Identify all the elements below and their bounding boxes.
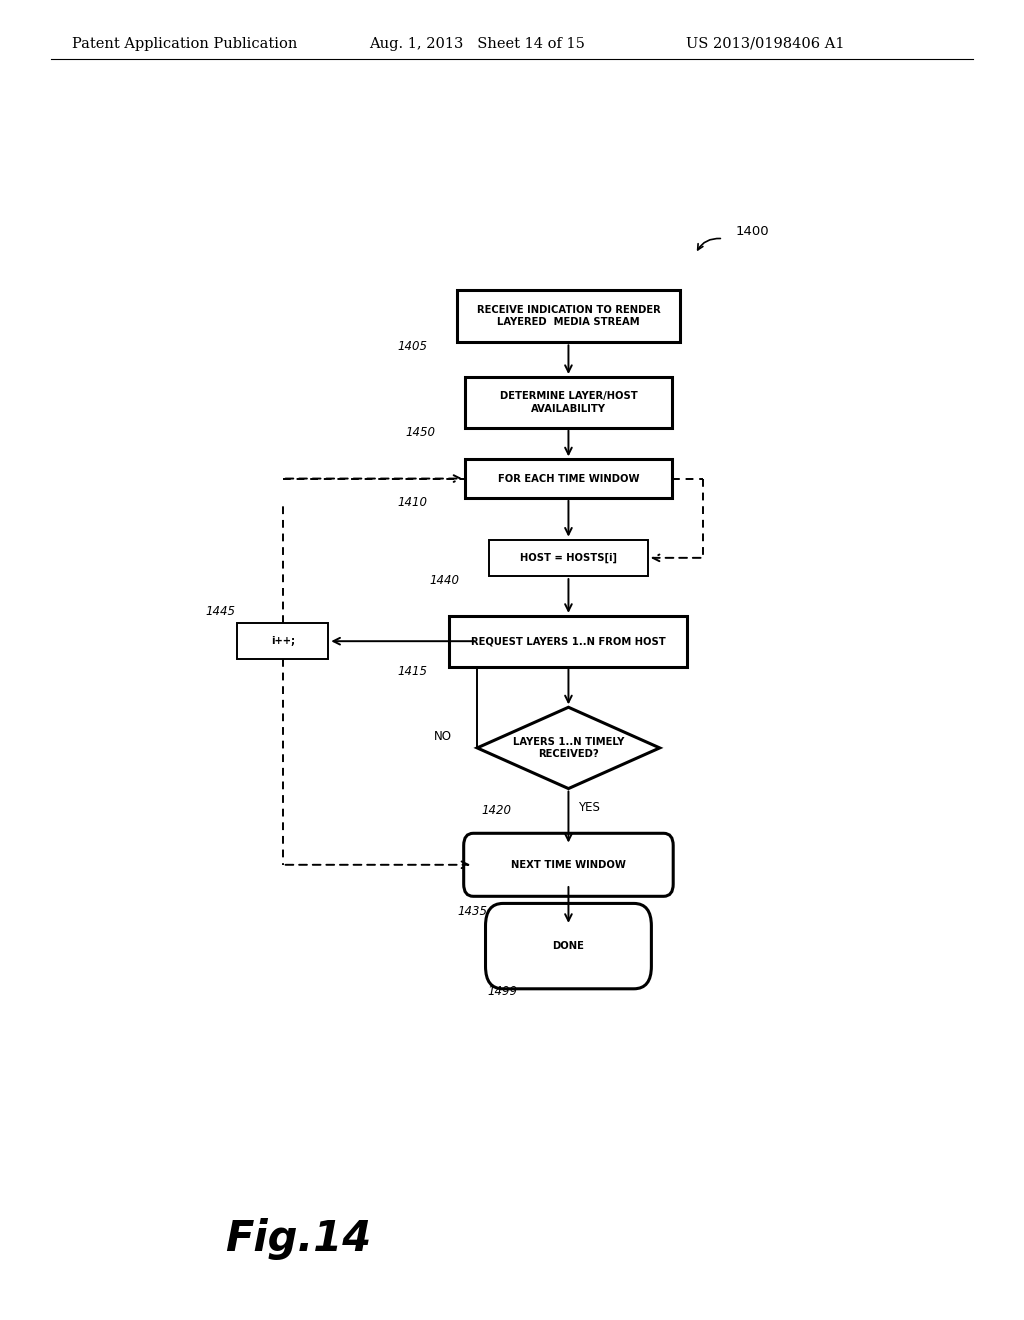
Text: i++;: i++; xyxy=(270,636,295,647)
Text: 1415: 1415 xyxy=(397,665,428,677)
Text: NO: NO xyxy=(433,730,452,743)
Text: FOR EACH TIME WINDOW: FOR EACH TIME WINDOW xyxy=(498,474,639,483)
FancyBboxPatch shape xyxy=(464,833,673,896)
FancyBboxPatch shape xyxy=(458,289,680,342)
FancyBboxPatch shape xyxy=(450,615,687,667)
Text: US 2013/0198406 A1: US 2013/0198406 A1 xyxy=(686,37,845,50)
Text: 1400: 1400 xyxy=(735,224,769,238)
FancyBboxPatch shape xyxy=(238,623,329,660)
Text: Fig.14: Fig.14 xyxy=(225,1218,372,1261)
Text: 1450: 1450 xyxy=(406,426,436,438)
FancyBboxPatch shape xyxy=(485,903,651,989)
Text: 1435: 1435 xyxy=(458,904,487,917)
FancyBboxPatch shape xyxy=(489,540,648,576)
Text: DETERMINE LAYER/HOST
AVAILABILITY: DETERMINE LAYER/HOST AVAILABILITY xyxy=(500,391,637,413)
Text: 1440: 1440 xyxy=(430,574,460,587)
Text: Patent Application Publication: Patent Application Publication xyxy=(72,37,297,50)
Text: 1405: 1405 xyxy=(397,341,428,354)
Text: HOST = HOSTS[i]: HOST = HOSTS[i] xyxy=(520,553,616,562)
Text: 1445: 1445 xyxy=(206,605,236,618)
Text: Aug. 1, 2013   Sheet 14 of 15: Aug. 1, 2013 Sheet 14 of 15 xyxy=(369,37,585,50)
Text: REQUEST LAYERS 1..N FROM HOST: REQUEST LAYERS 1..N FROM HOST xyxy=(471,636,666,647)
Text: NEXT TIME WINDOW: NEXT TIME WINDOW xyxy=(511,859,626,870)
Text: LAYERS 1..N TIMELY
RECEIVED?: LAYERS 1..N TIMELY RECEIVED? xyxy=(513,737,625,759)
FancyBboxPatch shape xyxy=(465,459,672,498)
Polygon shape xyxy=(477,708,659,788)
Text: 1410: 1410 xyxy=(397,496,428,510)
Text: RECEIVE INDICATION TO RENDER
LAYERED  MEDIA STREAM: RECEIVE INDICATION TO RENDER LAYERED MED… xyxy=(476,305,660,327)
Text: 1420: 1420 xyxy=(481,804,511,817)
Text: 1499: 1499 xyxy=(487,985,517,998)
Text: YES: YES xyxy=(578,801,600,814)
FancyBboxPatch shape xyxy=(465,378,672,428)
Text: DONE: DONE xyxy=(553,941,585,952)
